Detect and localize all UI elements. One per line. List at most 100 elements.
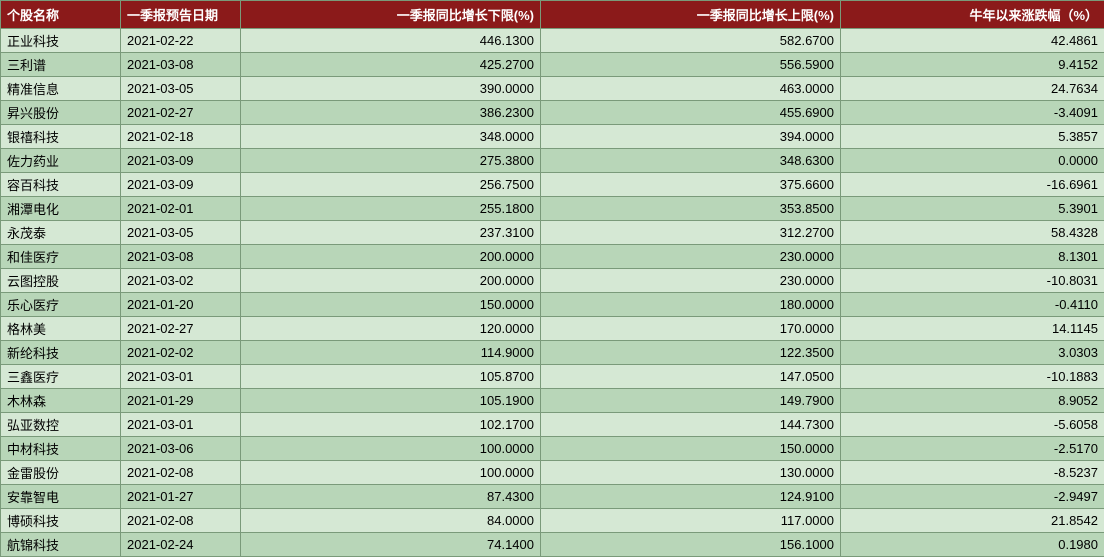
table-row: 中材科技2021-03-06100.0000150.0000-2.5170 [1,437,1104,461]
cell: -2.9497 [841,485,1104,509]
table-row: 永茂泰2021-03-05237.3100312.270058.4328 [1,221,1104,245]
table-row: 佐力药业2021-03-09275.3800348.63000.0000 [1,149,1104,173]
cell: 昇兴股份 [1,101,121,125]
cell: 金雷股份 [1,461,121,485]
cell: 58.4328 [841,221,1104,245]
cell: 格林美 [1,317,121,341]
cell: 390.0000 [241,77,541,101]
cell: -3.4091 [841,101,1104,125]
table-row: 银禧科技2021-02-18348.0000394.00005.3857 [1,125,1104,149]
table-row: 正业科技2021-02-22446.1300582.670042.4861 [1,29,1104,53]
cell: 114.9000 [241,341,541,365]
cell: 云图控股 [1,269,121,293]
cell: 144.7300 [541,413,841,437]
cell: 2021-03-08 [121,245,241,269]
cell: 124.9100 [541,485,841,509]
cell: -8.5237 [841,461,1104,485]
cell: 2021-02-08 [121,509,241,533]
cell: 2021-03-05 [121,77,241,101]
cell: 42.4861 [841,29,1104,53]
cell: 2021-02-02 [121,341,241,365]
cell: 102.1700 [241,413,541,437]
table-row: 格林美2021-02-27120.0000170.000014.1145 [1,317,1104,341]
table-row: 云图控股2021-03-02200.0000230.0000-10.8031 [1,269,1104,293]
table-row: 安靠智电2021-01-2787.4300124.9100-2.9497 [1,485,1104,509]
cell: 149.7900 [541,389,841,413]
cell: -10.1883 [841,365,1104,389]
cell: 130.0000 [541,461,841,485]
table-row: 容百科技2021-03-09256.7500375.6600-16.6961 [1,173,1104,197]
cell: 200.0000 [241,245,541,269]
cell: 2021-03-02 [121,269,241,293]
cell: 386.2300 [241,101,541,125]
cell: 170.0000 [541,317,841,341]
cell: 银禧科技 [1,125,121,149]
cell: 2021-02-24 [121,533,241,557]
cell: 100.0000 [241,461,541,485]
cell: 2021-02-27 [121,317,241,341]
table-row: 和佳医疗2021-03-08200.0000230.00008.1301 [1,245,1104,269]
cell: 正业科技 [1,29,121,53]
cell: 2021-03-09 [121,173,241,197]
cell: 0.1980 [841,533,1104,557]
cell: 2021-01-29 [121,389,241,413]
col-header-1: 一季报预告日期 [121,1,241,29]
table-row: 昇兴股份2021-02-27386.2300455.6900-3.4091 [1,101,1104,125]
cell: 博硕科技 [1,509,121,533]
table-row: 金雷股份2021-02-08100.0000130.0000-8.5237 [1,461,1104,485]
cell: -2.5170 [841,437,1104,461]
cell: 117.0000 [541,509,841,533]
cell: 348.6300 [541,149,841,173]
cell: 122.3500 [541,341,841,365]
cell: 446.1300 [241,29,541,53]
cell: 105.1900 [241,389,541,413]
cell: 375.6600 [541,173,841,197]
cell: 348.0000 [241,125,541,149]
table-row: 精准信息2021-03-05390.0000463.000024.7634 [1,77,1104,101]
cell: 2021-02-08 [121,461,241,485]
cell: 2021-01-20 [121,293,241,317]
cell: 2021-03-01 [121,413,241,437]
table-row: 弘亚数控2021-03-01102.1700144.7300-5.6058 [1,413,1104,437]
cell: 147.0500 [541,365,841,389]
cell: 和佳医疗 [1,245,121,269]
cell: 150.0000 [241,293,541,317]
cell: 150.0000 [541,437,841,461]
table-row: 新纶科技2021-02-02114.9000122.35003.0303 [1,341,1104,365]
cell: 156.1000 [541,533,841,557]
col-header-2: 一季报同比增长下限(%) [241,1,541,29]
cell: 乐心医疗 [1,293,121,317]
table-header: 个股名称一季报预告日期一季报同比增长下限(%)一季报同比增长上限(%)牛年以来涨… [1,1,1104,29]
cell: 2021-03-06 [121,437,241,461]
cell: 463.0000 [541,77,841,101]
cell: 120.0000 [241,317,541,341]
cell: 佐力药业 [1,149,121,173]
table-row: 乐心医疗2021-01-20150.0000180.0000-0.4110 [1,293,1104,317]
cell: 180.0000 [541,293,841,317]
cell: 湘潭电化 [1,197,121,221]
cell: 24.7634 [841,77,1104,101]
cell: 8.1301 [841,245,1104,269]
cell: 航锦科技 [1,533,121,557]
table-body: 正业科技2021-02-22446.1300582.670042.4861三利谱… [1,29,1104,557]
cell: -10.8031 [841,269,1104,293]
cell: 2021-02-18 [121,125,241,149]
cell: 582.6700 [541,29,841,53]
cell: 木林森 [1,389,121,413]
cell: 312.2700 [541,221,841,245]
cell: 安靠智电 [1,485,121,509]
cell: 394.0000 [541,125,841,149]
cell: 200.0000 [241,269,541,293]
stock-table: 个股名称一季报预告日期一季报同比增长下限(%)一季报同比增长上限(%)牛年以来涨… [0,0,1104,557]
cell: 2021-02-27 [121,101,241,125]
cell: 256.7500 [241,173,541,197]
cell: 8.9052 [841,389,1104,413]
cell: 21.8542 [841,509,1104,533]
cell: 237.3100 [241,221,541,245]
cell: 0.0000 [841,149,1104,173]
table-row: 三利谱2021-03-08425.2700556.59009.4152 [1,53,1104,77]
table-row: 湘潭电化2021-02-01255.1800353.85005.3901 [1,197,1104,221]
cell: 14.1145 [841,317,1104,341]
cell: 425.2700 [241,53,541,77]
cell: 556.5900 [541,53,841,77]
